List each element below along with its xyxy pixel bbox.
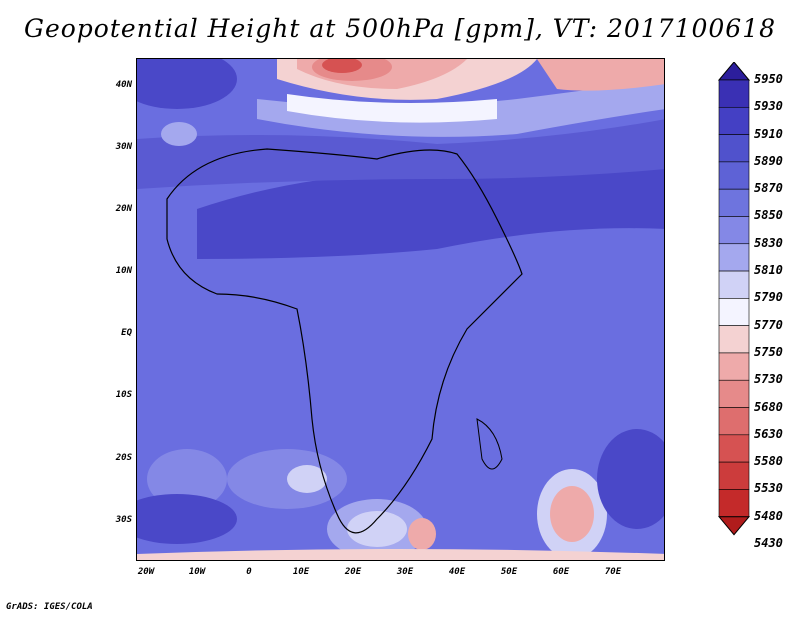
colorbar-label: 5890 bbox=[754, 153, 783, 168]
lat-label-40n: 40N bbox=[115, 80, 132, 90]
colorbar-swatch bbox=[718, 489, 750, 518]
colorbar-swatch bbox=[718, 216, 750, 245]
lat-label-eq: EQ bbox=[121, 328, 132, 338]
colorbar-label: 5430 bbox=[754, 536, 783, 550]
map-area bbox=[136, 58, 665, 561]
colorbar-swatch bbox=[718, 407, 750, 436]
colorbar-swatch bbox=[718, 379, 750, 408]
lat-label-10n: 10N bbox=[115, 266, 132, 276]
colorbar-swatch bbox=[718, 106, 750, 135]
colorbar-label: 5870 bbox=[754, 181, 783, 196]
colorbar-label: 5580 bbox=[754, 454, 783, 469]
colorbar-swatch bbox=[718, 243, 750, 272]
lat-label-30n: 30N bbox=[115, 142, 132, 152]
grads-credit: GrADS: IGES/COLA bbox=[6, 602, 93, 612]
colorbar-label: 5810 bbox=[754, 263, 783, 278]
colorbar-label: 5750 bbox=[754, 344, 783, 359]
colorbar-swatch bbox=[718, 270, 750, 299]
lon-label-60e: 60E bbox=[552, 567, 570, 577]
colorbar-bottom-arrow bbox=[717, 516, 751, 536]
lon-label-40e: 40E bbox=[448, 567, 466, 577]
lon-label-50e: 50E bbox=[500, 567, 518, 577]
colorbar-label: 5910 bbox=[754, 126, 783, 141]
colorbar-label: 5530 bbox=[754, 481, 783, 496]
lon-label-70e: 70E bbox=[604, 567, 622, 577]
colorbar-top-arrow bbox=[717, 61, 751, 81]
colorbar-swatch bbox=[718, 79, 750, 108]
colorbar-label: 5770 bbox=[754, 317, 783, 332]
colorbar-swatch bbox=[718, 325, 750, 354]
colorbar-swatch bbox=[718, 352, 750, 381]
colorbar-swatch bbox=[718, 188, 750, 217]
colorbar-swatches bbox=[717, 61, 751, 536]
colorbar-label: 5950 bbox=[754, 72, 783, 86]
colorbar-swatch bbox=[718, 298, 750, 326]
lon-label-20e: 20E bbox=[344, 567, 362, 577]
lon-label-10w: 10W bbox=[188, 567, 206, 577]
colorbar-swatch bbox=[718, 461, 750, 490]
colorbar-swatch bbox=[718, 434, 750, 463]
lat-label-20n: 20N bbox=[115, 204, 132, 214]
lat-label-30s: 30S bbox=[115, 515, 132, 525]
map-title: Geopotential Height at 500hPa [gpm], VT:… bbox=[23, 14, 777, 43]
lon-label-30e: 30E bbox=[396, 567, 414, 577]
colorbar-label: 5480 bbox=[754, 508, 783, 523]
lat-label-10s: 10S bbox=[115, 390, 132, 400]
colorbar-label: 5790 bbox=[754, 290, 783, 305]
lon-label-20w: 20W bbox=[137, 567, 155, 577]
lon-label-0: 0 bbox=[246, 567, 252, 577]
colorbar-label: 5630 bbox=[754, 426, 783, 441]
colorbar-swatch bbox=[718, 161, 750, 190]
colorbar-label: 5680 bbox=[754, 399, 783, 414]
height-field bbox=[137, 59, 664, 560]
colorbar-label: 5930 bbox=[754, 99, 783, 114]
colorbar-label: 5850 bbox=[754, 208, 783, 223]
lon-label-10e: 10E bbox=[292, 567, 310, 577]
lat-label-20s: 20S bbox=[115, 453, 132, 463]
colorbar-swatch bbox=[718, 134, 750, 163]
colorbar-label: 5730 bbox=[754, 372, 783, 387]
colorbar bbox=[717, 61, 797, 562]
colorbar-label: 5830 bbox=[754, 235, 783, 250]
